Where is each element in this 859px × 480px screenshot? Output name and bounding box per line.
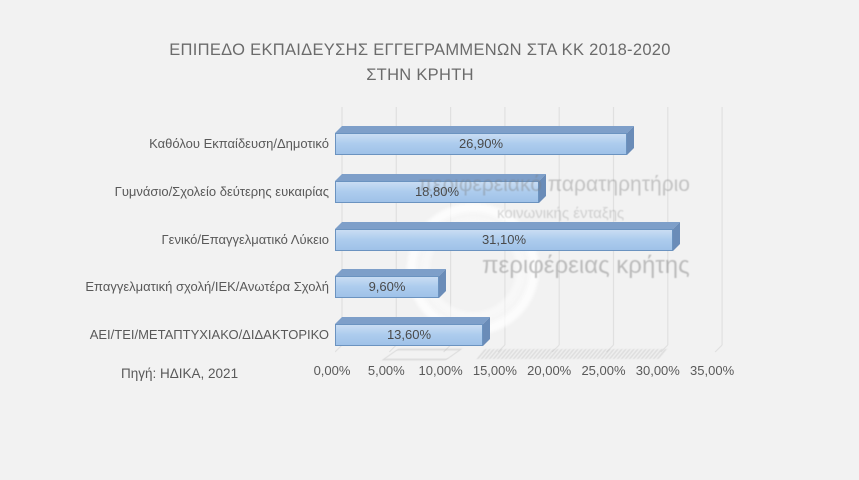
watermark-line3: περιφέρειας κρήτης	[482, 252, 690, 279]
source-note: Πηγή: ΗΔΙΚΑ, 2021	[121, 366, 239, 381]
bar-top-face	[335, 317, 490, 324]
bar-side-face	[627, 126, 634, 155]
gridline	[714, 344, 723, 353]
gridline	[443, 344, 452, 353]
bar-side-face	[483, 317, 490, 346]
category-label: ΑΕΙ/ΤΕΙ/ΜΕΤΑΠΤΥΧΙΑΚΟ/ΔΙΔΑΚΤΟΡΙΚΟ	[89, 327, 329, 342]
bar-side-face	[439, 269, 446, 298]
bar-side-face	[539, 174, 546, 203]
watermark-scribble-text	[476, 349, 668, 359]
chart-title: ΕΠΙΠΕΔΟ ΕΚΠΑΙΔΕΥΣΗΣ ΕΓΓΕΓΡΑΜΜΕΝΩΝ ΣΤΑ ΚΚ…	[115, 38, 725, 88]
watermark-line1: περιφερειακό παρατηρητήριο	[418, 173, 690, 196]
bar-value-label: 18,80%	[414, 184, 460, 199]
bar-2	[335, 229, 673, 251]
category-label: Επαγγελματική σχολή/ΙΕΚ/Ανωτέρα Σχολή	[85, 279, 329, 294]
gridline	[551, 344, 560, 353]
bar-top-face	[335, 126, 634, 133]
bar-value-label: 26,90%	[458, 136, 504, 151]
x-axis-label: 15,00%	[472, 363, 517, 378]
bar-side-face	[673, 222, 680, 251]
chart-title-line2: ΣΤΗΝ ΚΡΗΤΗ	[366, 66, 474, 84]
x-axis-label: 0,00%	[313, 363, 351, 378]
x-axis-label: 35,00%	[690, 363, 735, 378]
x-axis-label: 10,00%	[418, 363, 463, 378]
gridline	[497, 344, 506, 353]
x-axis-label: 5,00%	[367, 363, 405, 378]
gridline	[660, 344, 669, 353]
category-label: Καθόλου Εκπαίδευση/Δημοτικό	[149, 136, 329, 151]
bar-4	[335, 324, 483, 346]
plot-area: 0,00% 5,00% 10,00% 15,00% 20,00% 25,00% 30,00%…	[314, 107, 765, 407]
chart-title-line1: ΕΠΙΠΕΔΟ ΕΚΠΑΙΔΕΥΣΗΣ ΕΓΓΕΓΡΑΜΜΕΝΩΝ ΣΤΑ ΚΚ…	[169, 41, 671, 59]
bar-value-label: 13,60%	[386, 327, 432, 342]
bar-value-label: 31,10%	[481, 232, 527, 247]
category-axis: Καθόλου Εκπαίδευση/Δημοτικό Γυμνάσιο/Σχολ…	[0, 107, 329, 367]
bar-top-face	[335, 174, 546, 181]
category-label: Γυμνάσιο/Σχολείο δεύτερης ευκαιρίας	[114, 184, 329, 199]
bar-3	[335, 276, 439, 298]
gridline	[335, 344, 343, 353]
bar-value-label: 9,60%	[368, 279, 406, 294]
gridline	[388, 344, 397, 353]
bar-0	[335, 133, 627, 155]
x-axis-label: 30,00%	[635, 363, 680, 378]
bar-1	[335, 181, 539, 203]
bar-top-face	[335, 269, 446, 276]
bar-top-face	[335, 222, 680, 229]
x-axis-label: 25,00%	[581, 363, 626, 378]
gridline	[606, 344, 614, 353]
watermark-line2: κοινωνικής ένταξης	[497, 205, 625, 222]
x-axis-label: 20,00%	[527, 363, 572, 378]
category-label: Γενικό/Επαγγελματικό Λύκειο	[161, 232, 330, 247]
